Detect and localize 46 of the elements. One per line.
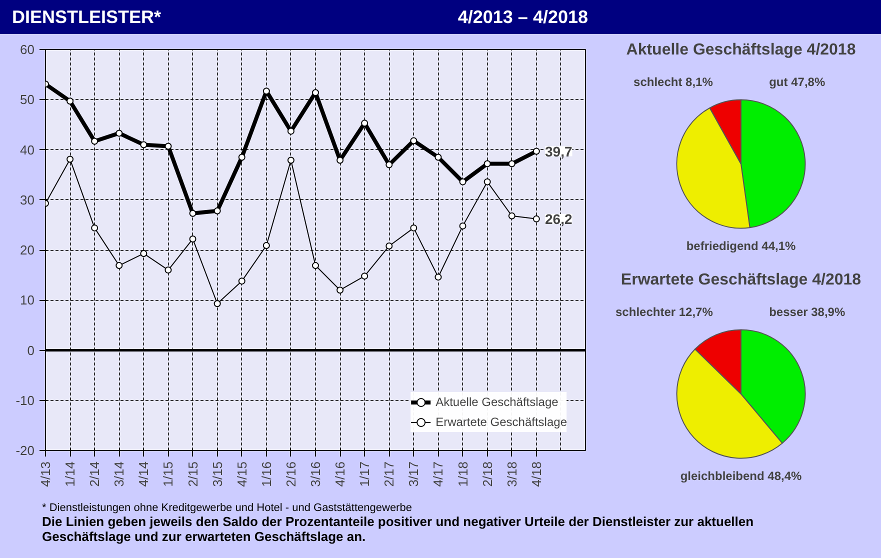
x-tick-label: 2/18	[480, 461, 495, 487]
chart-title: Aktuelle Geschäftslage 4/2018	[626, 42, 856, 58]
x-tick-label: 1/18	[455, 461, 470, 487]
x-tick-label: 2/15	[185, 461, 200, 487]
x-tick-label: 3/18	[504, 461, 520, 487]
y-tick-label: 10	[20, 292, 35, 308]
y-tick-label: 60	[20, 42, 35, 57]
x-tick-label: 3/15	[210, 461, 225, 487]
x-tick-label: 4/17	[430, 461, 446, 487]
x-tick-label: 2/16	[283, 461, 298, 487]
x-tick-label: 4/14	[136, 461, 152, 487]
text: Die Linien geben jeweils den Saldo der Prozentanteile positiver und negativer Urteile der Dienstleister zur aktuellen Geschäftslage und zur erwarteten Geschäftslage an.	[42, 514, 755, 544]
y-tick-label: -10	[16, 392, 35, 408]
text: * Dienstleistungen ohne Kreditgewerbe und Hotel - und Gaststättengewerbe	[42, 502, 413, 514]
legend-label: Aktuelle Geschäftslage	[436, 395, 558, 409]
y-tick-label: -20	[16, 443, 35, 458]
chart-title: Erwartete Geschäftslage 4/2018	[620, 272, 862, 288]
annotation: 26,2	[545, 210, 572, 227]
y-tick-label: 30	[20, 192, 35, 208]
x-tick-label: 1/15	[160, 461, 176, 487]
x-tick-label: 2/14	[87, 461, 102, 487]
y-tick-label: 0	[27, 342, 35, 358]
slice-label: schlechter 12,7%	[616, 304, 714, 319]
slice-label: gleichbleibend 48,4%	[680, 469, 802, 484]
x-tick-label: 1/16	[258, 461, 274, 487]
x-tick-label: 4/18	[528, 461, 544, 487]
x-tick-label: 3/14	[112, 461, 127, 487]
x-tick-label: 1/17	[357, 461, 372, 487]
x-tick-label: 3/16	[308, 461, 323, 487]
x-tick-label: 4/13	[38, 461, 53, 487]
y-tick-label: 50	[20, 92, 35, 108]
x-tick-label: 1/14	[62, 461, 78, 487]
annotation: 39,7	[545, 143, 572, 160]
slice-label: befriedigend 44,1%	[686, 239, 796, 254]
y-tick-label: 40	[20, 142, 35, 158]
y-tick-label: 20	[20, 242, 35, 258]
slice-label: besser 38,9%	[769, 304, 846, 319]
slice-label: gut 47,8%	[769, 74, 826, 89]
x-tick-label: 2/17	[382, 461, 397, 487]
legend-label: Erwartete Geschäftslage	[436, 415, 567, 429]
x-tick-label: 3/17	[406, 461, 422, 487]
chart-subtitle: 4/2013 – 4/2018	[458, 6, 588, 28]
slice-label: schlecht 8,1%	[634, 74, 714, 89]
x-tick-label: 4/16	[332, 461, 348, 487]
x-tick-label: 4/15	[234, 461, 250, 487]
chart-title: DIENSTLEISTER*	[12, 6, 162, 28]
